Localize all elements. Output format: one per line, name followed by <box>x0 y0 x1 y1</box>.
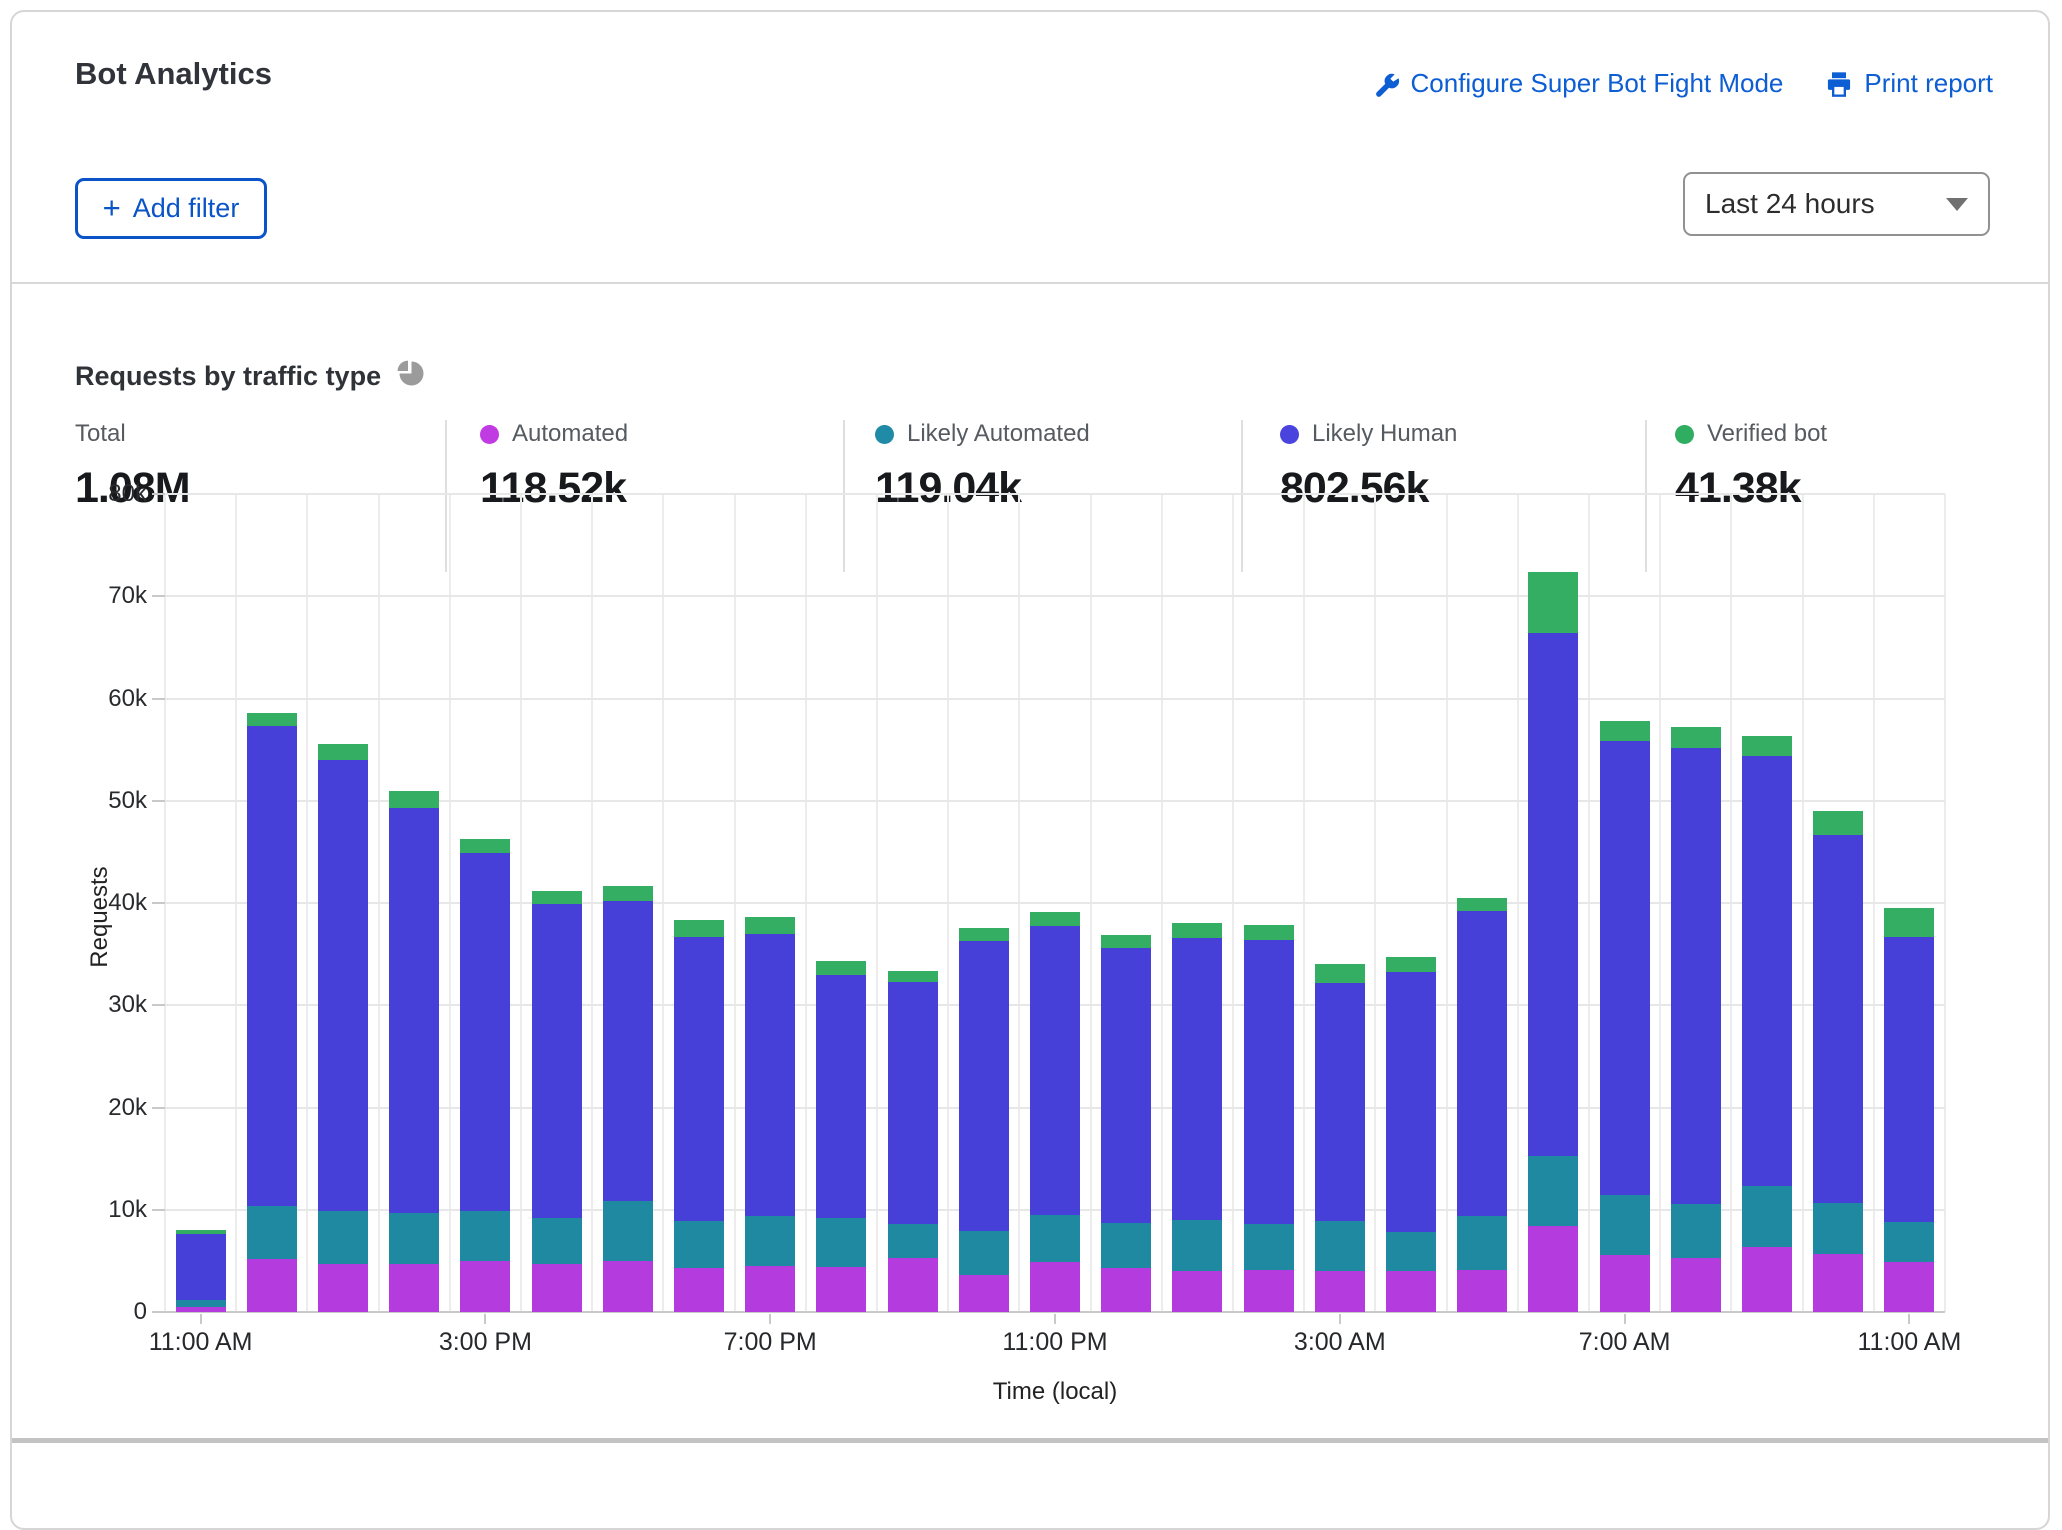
stat-likely-human-label: Likely Human <box>1280 420 1457 448</box>
stat-automated-label: Automated <box>480 420 628 448</box>
page-title: Bot Analytics <box>75 56 272 92</box>
x-tick-label: 7:00 AM <box>1535 1328 1715 1357</box>
y-tick <box>152 1209 165 1211</box>
configure-link-label: Configure Super Bot Fight Mode <box>1411 68 1784 99</box>
time-range-value: Last 24 hours <box>1705 188 1875 220</box>
y-tick-label: 80k <box>108 480 147 508</box>
y-tick-label: 10k <box>108 1196 147 1224</box>
y-tick-label: 70k <box>108 582 147 610</box>
add-filter-label: Add filter <box>133 193 240 224</box>
header-links: Configure Super Bot Fight Mode Print rep… <box>1372 68 1993 99</box>
x-tick-label: 11:00 AM <box>111 1328 291 1357</box>
x-tick-label: 11:00 PM <box>965 1328 1145 1357</box>
y-tick-label: 60k <box>108 685 147 713</box>
header-divider <box>12 282 2048 284</box>
pie-chart-icon <box>395 358 425 395</box>
plus-icon: + <box>103 192 121 223</box>
x-tick <box>200 1314 202 1324</box>
verified-bot-dot-icon <box>1675 425 1694 444</box>
print-report-link[interactable]: Print report <box>1825 68 1993 99</box>
configure-super-bot-fight-mode-link[interactable]: Configure Super Bot Fight Mode <box>1372 68 1784 99</box>
x-tick-label: 11:00 AM <box>1819 1328 1999 1357</box>
y-tick-label: 30k <box>108 991 147 1019</box>
y-tick <box>152 1311 165 1313</box>
x-tick <box>484 1314 486 1324</box>
print-link-label: Print report <box>1864 68 1993 99</box>
y-tick <box>152 493 165 495</box>
stat-total-label: Total <box>75 420 190 448</box>
plot-area: 11:00 AM3:00 PM7:00 PM11:00 PM3:00 AM7:0… <box>165 494 1945 1312</box>
x-axis: 11:00 AM3:00 PM7:00 PM11:00 PM3:00 AM7:0… <box>165 494 1945 1312</box>
chevron-down-icon <box>1946 198 1968 211</box>
add-filter-button[interactable]: + Add filter <box>75 178 267 239</box>
stat-likely-automated-label: Likely Automated <box>875 420 1090 448</box>
section-heading: Requests by traffic type <box>75 358 425 395</box>
y-tick-label: 0 <box>134 1298 147 1326</box>
y-tick <box>152 902 165 904</box>
x-tick-label: 3:00 AM <box>1250 1328 1430 1357</box>
section-heading-label: Requests by traffic type <box>75 361 381 392</box>
x-axis-title: Time (local) <box>165 1378 1945 1406</box>
y-tick-label: 40k <box>108 889 147 917</box>
x-tick <box>1624 1314 1626 1324</box>
x-tick <box>1908 1314 1910 1324</box>
bot-analytics-card: Bot Analytics Configure Super Bot Fight … <box>10 10 2050 1530</box>
likely-human-dot-icon <box>1280 425 1299 444</box>
y-tick <box>152 698 165 700</box>
x-tick <box>1339 1314 1341 1324</box>
stat-verified-bot-label: Verified bot <box>1675 420 1827 448</box>
wrench-icon <box>1372 70 1400 98</box>
y-axis-title: Requests <box>86 857 114 977</box>
bottom-divider <box>12 1438 2048 1443</box>
y-tick <box>152 1107 165 1109</box>
time-range-select[interactable]: Last 24 hours <box>1683 172 1990 236</box>
y-tick <box>152 1004 165 1006</box>
x-tick <box>769 1314 771 1324</box>
x-tick <box>1054 1314 1056 1324</box>
printer-icon <box>1825 70 1853 98</box>
x-tick-label: 3:00 PM <box>395 1328 575 1357</box>
y-tick-label: 50k <box>108 787 147 815</box>
y-tick <box>152 800 165 802</box>
y-tick <box>152 595 165 597</box>
y-tick-label: 20k <box>108 1094 147 1122</box>
x-tick-label: 7:00 PM <box>680 1328 860 1357</box>
automated-dot-icon <box>480 425 499 444</box>
likely-automated-dot-icon <box>875 425 894 444</box>
